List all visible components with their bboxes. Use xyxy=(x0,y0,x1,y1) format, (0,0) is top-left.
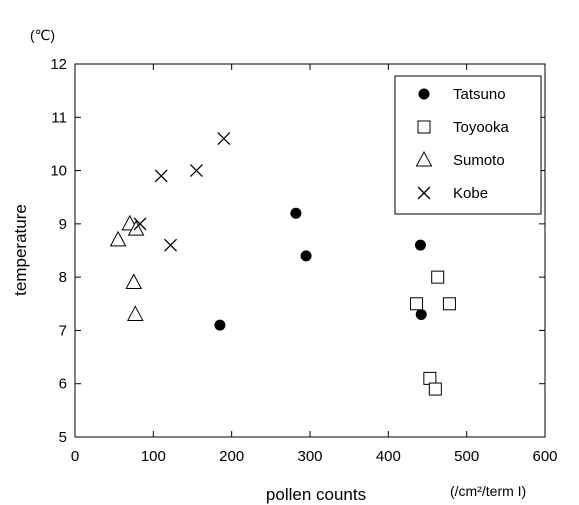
y-unit-label: (℃) xyxy=(30,27,55,43)
y-tick-label: 11 xyxy=(51,109,67,126)
data-point-kobe xyxy=(164,238,178,252)
legend-marker-kobe xyxy=(417,186,431,200)
data-point-kobe xyxy=(133,217,147,231)
legend-label-kobe: Kobe xyxy=(453,185,488,202)
legend-label-tatsuno: Tatsuno xyxy=(453,86,506,103)
legend-label-sumoto: Sumoto xyxy=(453,152,505,169)
data-point-sumoto xyxy=(125,273,143,289)
y-tick-label: 7 xyxy=(59,322,67,339)
data-point-toyooka xyxy=(431,270,445,284)
data-point-tatsuno xyxy=(414,239,426,251)
x-axis-title: pollen counts xyxy=(266,485,366,504)
data-point-tatsuno xyxy=(415,308,427,320)
data-points xyxy=(109,132,456,396)
y-axis-title: temperature xyxy=(11,204,30,296)
y-tick-label: 12 xyxy=(50,56,67,73)
legend: Tatsuno Toyooka Sumoto Kobe xyxy=(394,75,542,215)
data-point-toyooka xyxy=(442,297,456,311)
x-tick-label: 300 xyxy=(297,448,322,465)
legend-label-toyooka: Toyooka xyxy=(453,119,510,136)
data-point-kobe xyxy=(189,164,203,178)
legend-box xyxy=(394,75,542,215)
x-unit-label: (/cm²/term I) xyxy=(450,483,526,499)
legend-marker-tatsuno xyxy=(418,88,430,100)
data-point-tatsuno xyxy=(214,319,226,331)
legend-marker-toyooka xyxy=(417,120,431,134)
y-tick-label: 6 xyxy=(59,376,67,393)
x-tick-label: 400 xyxy=(376,448,401,465)
x-tick-label: 0 xyxy=(71,448,79,465)
data-point-sumoto xyxy=(126,305,144,321)
legend-marker-sumoto xyxy=(415,150,433,167)
y-tick-label: 9 xyxy=(59,216,67,233)
data-point-tatsuno xyxy=(300,250,312,262)
x-tick-label: 100 xyxy=(141,448,166,465)
y-tick-label: 5 xyxy=(59,429,67,446)
data-point-kobe xyxy=(154,169,168,183)
data-point-toyooka xyxy=(410,297,424,311)
x-tick-label: 200 xyxy=(219,448,244,465)
axis-ticks: 0 100 200 300 400 500 600 5 6 7 8 9 10 11 12 xyxy=(50,56,557,465)
data-point-sumoto xyxy=(109,230,127,247)
data-point-kobe xyxy=(217,132,231,146)
data-point-tatsuno xyxy=(290,207,302,219)
data-point-toyooka xyxy=(428,382,442,396)
y-tick-label: 10 xyxy=(50,163,67,180)
x-tick-label: 600 xyxy=(532,448,557,465)
y-tick-label: 8 xyxy=(59,269,67,286)
x-tick-label: 500 xyxy=(454,448,479,465)
